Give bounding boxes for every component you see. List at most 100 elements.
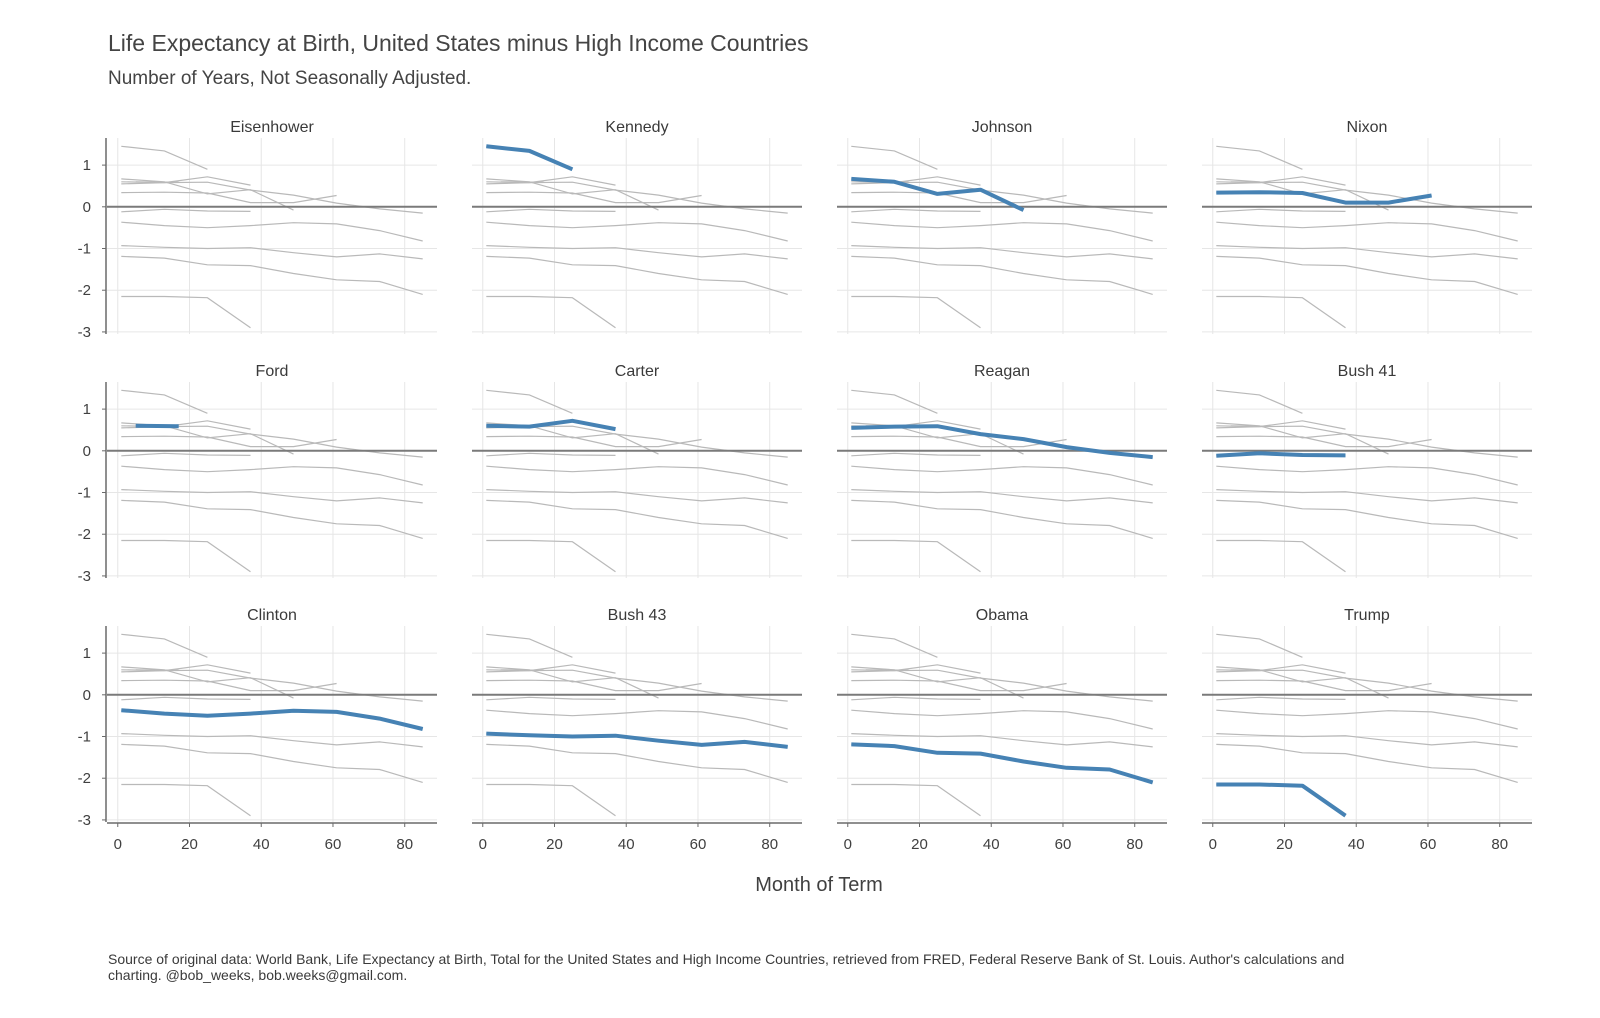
y-tick-label: -1 bbox=[78, 241, 91, 258]
x-axis-title: Month of Term bbox=[755, 874, 882, 896]
background-line-johnson bbox=[486, 178, 659, 211]
x-tick-label: 60 bbox=[1420, 836, 1437, 853]
background-line-johnson bbox=[121, 666, 294, 699]
background-line-clinton bbox=[121, 465, 423, 486]
y-tick-label: -3 bbox=[78, 324, 91, 341]
background-line-bush-43 bbox=[121, 489, 423, 504]
x-tick-label: 40 bbox=[618, 836, 635, 853]
background-line-trump bbox=[121, 539, 251, 573]
background-line-bush-43 bbox=[486, 489, 788, 504]
highlight-line-bush-41 bbox=[1216, 451, 1346, 458]
background-line-reagan bbox=[851, 669, 1153, 702]
background-line-reagan bbox=[486, 181, 788, 214]
background-line-reagan bbox=[1216, 181, 1518, 214]
y-tick-label: -3 bbox=[78, 568, 91, 585]
background-line-kennedy bbox=[121, 633, 208, 658]
background-line-obama bbox=[1216, 499, 1518, 539]
background-line-carter bbox=[121, 176, 251, 186]
background-line-nixon bbox=[486, 191, 702, 204]
background-line-nixon bbox=[851, 679, 1067, 692]
background-line-clinton bbox=[851, 709, 1153, 730]
y-tick-label: -2 bbox=[78, 770, 91, 787]
facet-panel-bush-41: Bush 41 bbox=[1202, 363, 1532, 578]
background-line-carter bbox=[486, 176, 616, 186]
background-line-trump bbox=[1216, 295, 1346, 329]
background-line-johnson bbox=[851, 666, 1024, 699]
y-tick-label: 1 bbox=[83, 401, 91, 418]
background-line-bush-43 bbox=[1216, 733, 1518, 748]
x-tick-label: 20 bbox=[911, 836, 928, 853]
facet-label: Kennedy bbox=[605, 119, 668, 136]
background-line-kennedy bbox=[486, 389, 573, 414]
x-tick-label: 20 bbox=[181, 836, 198, 853]
background-line-carter bbox=[121, 664, 251, 674]
background-line-kennedy bbox=[1216, 389, 1303, 414]
facet-label: Johnson bbox=[972, 119, 1033, 136]
facet-label: Nixon bbox=[1347, 119, 1388, 136]
x-tick-label: 80 bbox=[396, 836, 413, 853]
background-line-obama bbox=[1216, 255, 1518, 295]
background-line-clinton bbox=[851, 465, 1153, 486]
background-line-kennedy bbox=[486, 633, 573, 658]
y-tick-label: 1 bbox=[83, 645, 91, 662]
background-line-johnson bbox=[1216, 666, 1389, 699]
facet-panel-obama: Obama 0 20 40 60 80 bbox=[837, 607, 1167, 853]
background-line-bush-41 bbox=[121, 452, 251, 457]
background-line-nixon bbox=[486, 435, 702, 448]
x-tick-label: 60 bbox=[1055, 836, 1072, 853]
x-tick-label: 40 bbox=[1348, 836, 1365, 853]
background-line-carter bbox=[486, 664, 616, 674]
background-line-bush-41 bbox=[486, 696, 616, 701]
highlight-line-carter bbox=[486, 418, 616, 432]
background-line-bush-41 bbox=[1216, 696, 1346, 701]
background-line-nixon bbox=[851, 191, 1067, 204]
background-line-bush-43 bbox=[1216, 489, 1518, 504]
x-tick-label: 0 bbox=[844, 836, 852, 853]
background-line-trump bbox=[121, 783, 251, 817]
background-line-obama bbox=[1216, 743, 1518, 783]
background-line-kennedy bbox=[1216, 145, 1303, 170]
y-tick-label: 0 bbox=[83, 443, 91, 460]
background-line-nixon bbox=[851, 435, 1067, 448]
facet-label: Obama bbox=[976, 607, 1029, 624]
x-tick-label: 20 bbox=[1276, 836, 1293, 853]
y-tick-label: -2 bbox=[78, 282, 91, 299]
y-tick-label: 0 bbox=[83, 199, 91, 216]
x-tick-label: 60 bbox=[690, 836, 707, 853]
background-line-obama bbox=[486, 499, 788, 539]
background-line-bush-43 bbox=[851, 733, 1153, 748]
background-line-trump bbox=[486, 783, 616, 817]
background-line-bush-41 bbox=[486, 452, 616, 457]
background-line-obama bbox=[121, 743, 423, 783]
background-line-bush-41 bbox=[486, 208, 616, 213]
x-tick-label: 20 bbox=[546, 836, 563, 853]
highlight-line-johnson bbox=[851, 176, 1025, 212]
background-line-reagan bbox=[1216, 669, 1518, 702]
background-line-bush-43 bbox=[121, 733, 423, 748]
x-tick-label: 0 bbox=[1209, 836, 1217, 853]
facet-panel-carter: Carter bbox=[472, 363, 802, 578]
facet-label: Bush 41 bbox=[1338, 363, 1397, 380]
y-tick-label: -1 bbox=[78, 485, 91, 502]
background-line-trump bbox=[486, 539, 616, 573]
x-tick-label: 40 bbox=[983, 836, 1000, 853]
background-line-trump bbox=[486, 295, 616, 329]
background-line-obama bbox=[851, 499, 1153, 539]
background-line-nixon bbox=[121, 191, 337, 204]
background-line-trump bbox=[851, 783, 981, 817]
facet-panel-johnson: Johnson bbox=[837, 119, 1167, 334]
background-line-carter bbox=[1216, 176, 1346, 186]
chart-subtitle: Number of Years, Not Seasonally Adjusted… bbox=[108, 68, 472, 89]
x-tick-label: 80 bbox=[761, 836, 778, 853]
background-line-bush-43 bbox=[1216, 245, 1518, 260]
background-line-carter bbox=[1216, 664, 1346, 674]
background-line-bush-41 bbox=[851, 696, 981, 701]
facet-panel-ford: Ford 1 0 -1 -2 -3 bbox=[78, 363, 437, 585]
background-line-kennedy bbox=[121, 389, 208, 414]
highlight-line-kennedy bbox=[486, 144, 574, 172]
background-line-trump bbox=[851, 295, 981, 329]
y-tick-label: 1 bbox=[83, 157, 91, 174]
highlight-line-bush-43 bbox=[486, 731, 788, 749]
source-note: Source of original data: World Bank, Lif… bbox=[108, 951, 1345, 983]
